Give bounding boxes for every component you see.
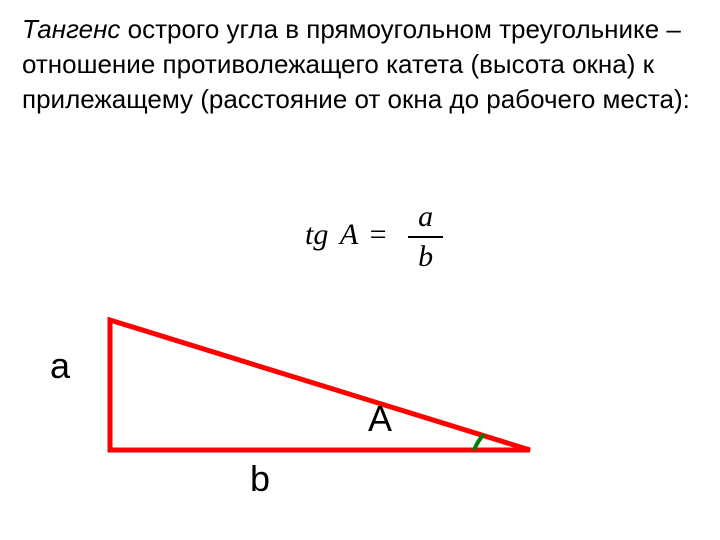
triangle-shape <box>110 320 530 450</box>
definition-text: Тангенс острого угла в прямоугольном тре… <box>22 12 698 117</box>
term-tangent: Тангенс <box>22 14 120 44</box>
formula-fraction: a b <box>408 200 443 274</box>
label-side-b: b <box>250 458 270 500</box>
definition-rest: острого угла в прямоугольном треугольник… <box>22 14 690 114</box>
label-angle-A: A <box>368 398 392 440</box>
tangent-formula: tg A = a b <box>305 200 443 274</box>
formula-equals: = <box>370 218 387 251</box>
right-triangle-diagram <box>90 300 570 480</box>
formula-angle-A: A <box>340 218 358 251</box>
formula-tg: tg <box>305 218 328 251</box>
label-side-a: a <box>50 345 70 387</box>
formula-denominator: b <box>408 238 443 274</box>
formula-numerator: a <box>408 200 443 238</box>
